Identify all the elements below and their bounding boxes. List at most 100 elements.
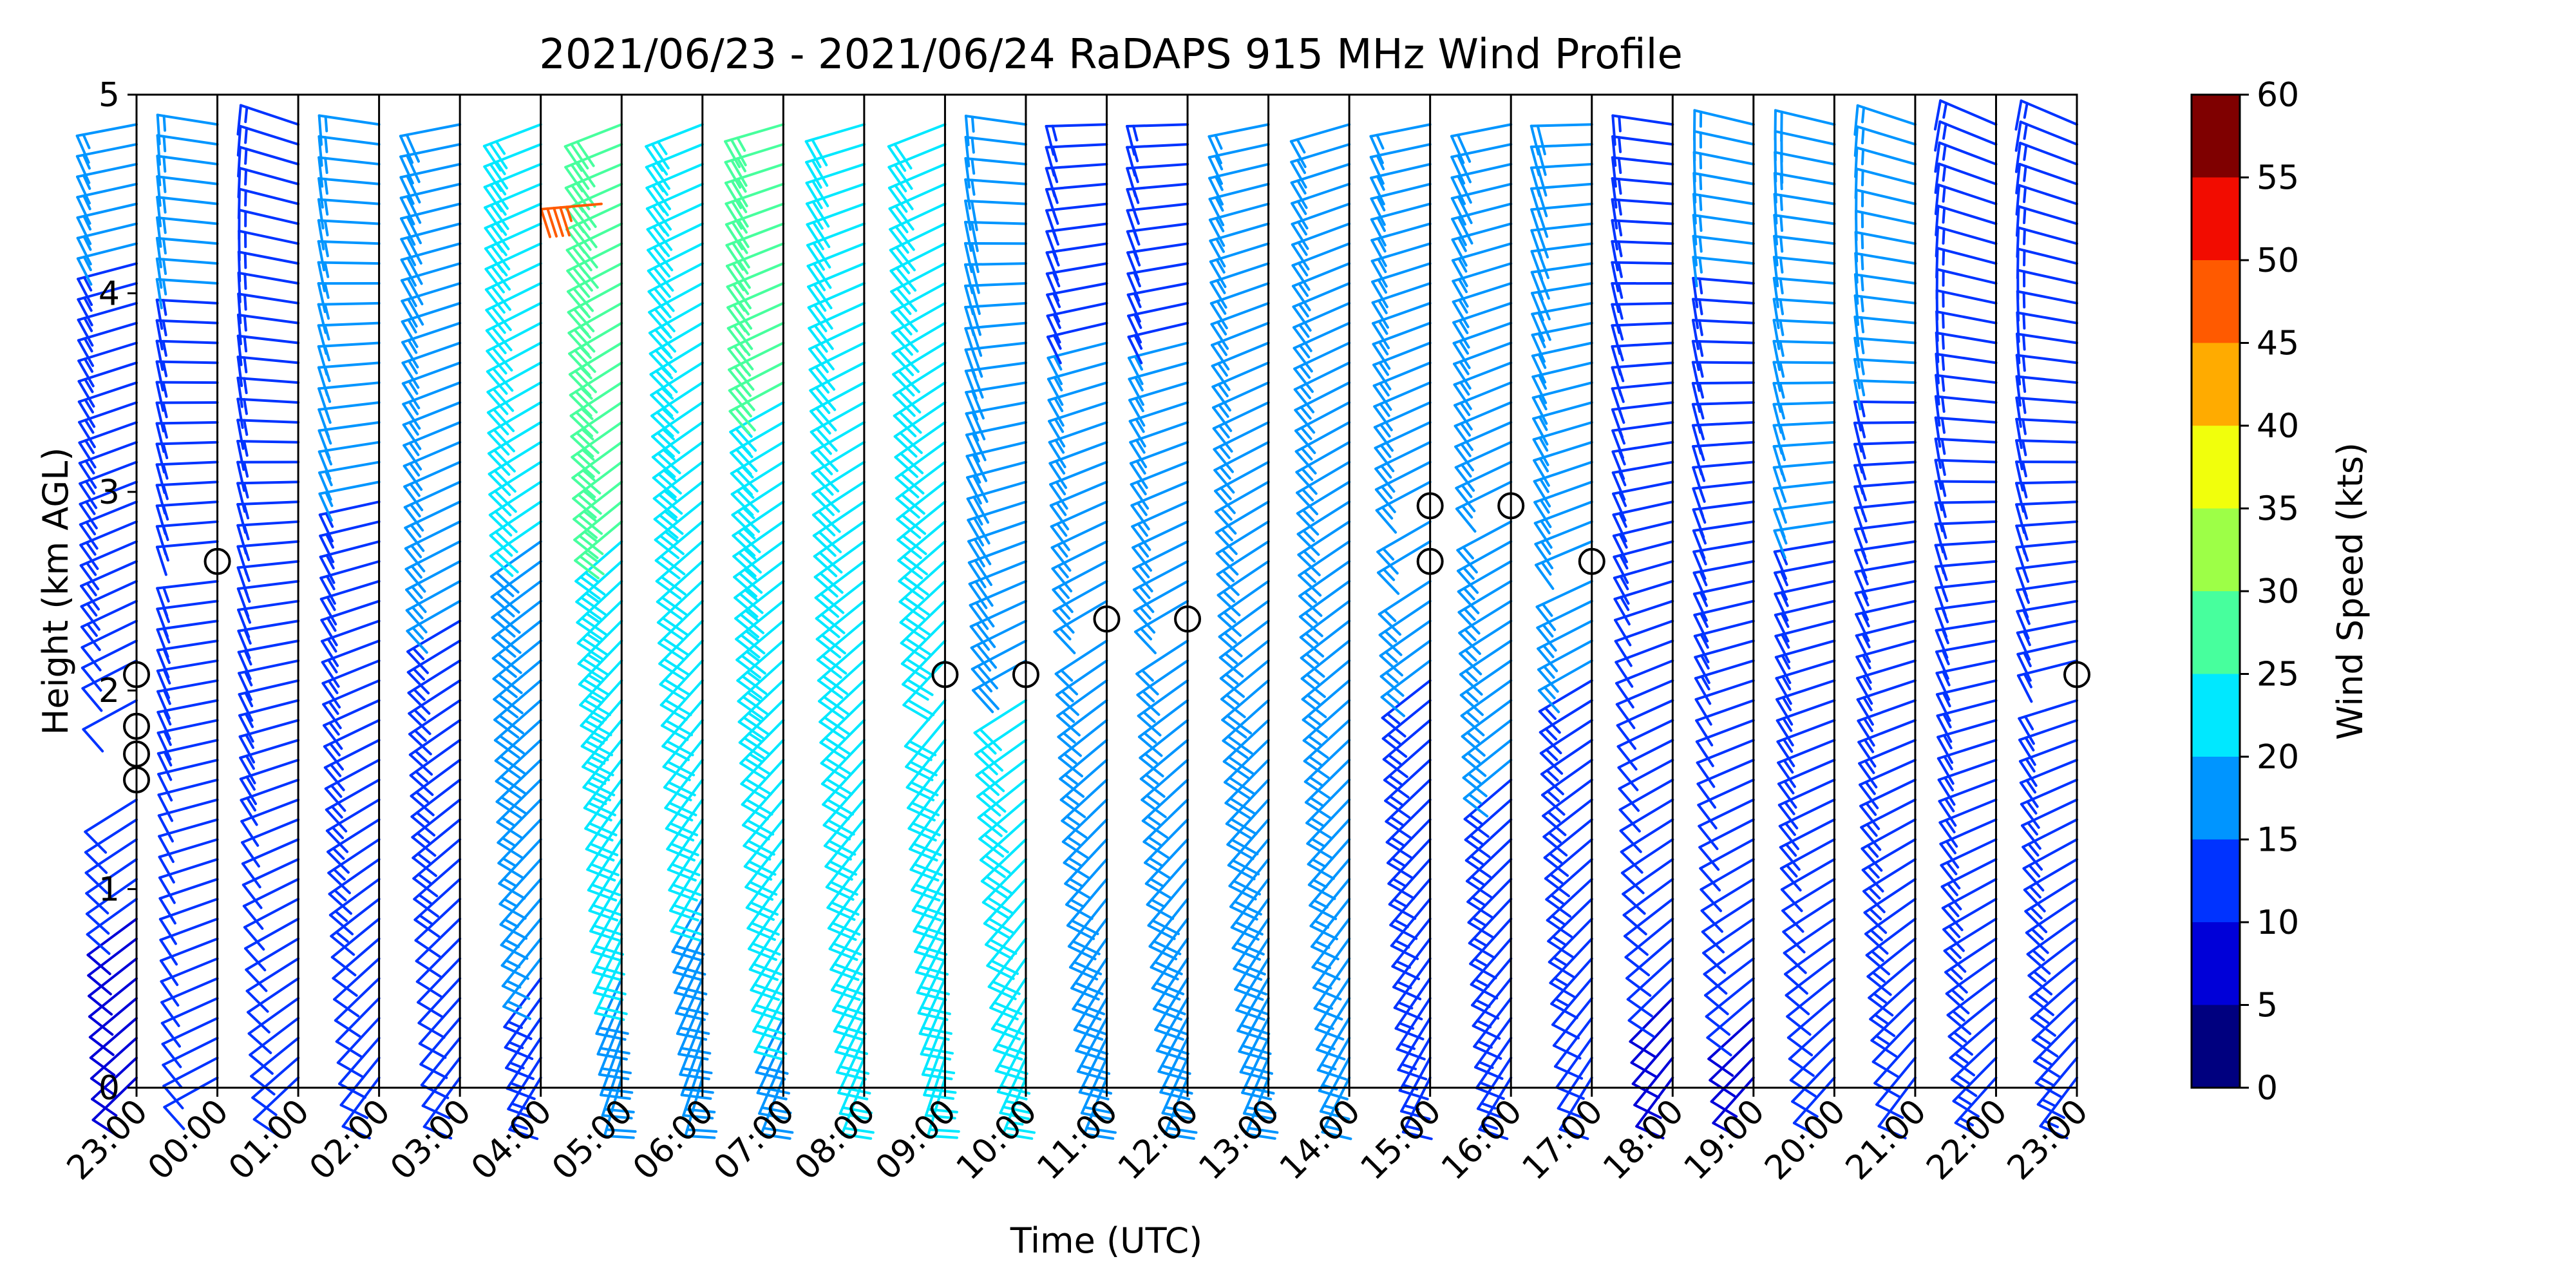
wind-barb (1853, 125, 1917, 157)
wind-barb (1383, 739, 1432, 799)
wind-barb (1218, 600, 1270, 658)
wind-barb (824, 818, 866, 881)
wind-barb (237, 187, 300, 220)
wind-barb (1045, 222, 1108, 260)
wind-barb (682, 1056, 716, 1120)
wind-barb (573, 500, 623, 560)
wind-barb (317, 240, 381, 272)
wind-barb (1537, 620, 1593, 672)
wind-barb (569, 361, 623, 417)
wind-barb (987, 937, 1027, 1001)
wind-barb (1126, 123, 1189, 156)
wind-barb (1233, 917, 1270, 981)
x-tick-label: 09:00 (868, 1092, 963, 1188)
wind-barb (1302, 679, 1351, 739)
colorbar-bin (2192, 508, 2240, 591)
wind-barb (341, 1076, 381, 1140)
wind-barb (489, 500, 542, 557)
wind-barb (1381, 699, 1432, 758)
wind-barb (236, 125, 300, 156)
wind-barb (2033, 1017, 2078, 1078)
wind-barb (810, 421, 866, 476)
wind-barb (1472, 977, 1513, 1040)
wind-barb (1474, 1017, 1513, 1080)
wind-barb (156, 196, 219, 227)
wind-barb (1777, 739, 1836, 788)
wind-barb (1692, 214, 1755, 246)
x-tick-label: 20:00 (1757, 1092, 1853, 1188)
wind-barb (1611, 421, 1674, 459)
wind-barb (409, 739, 462, 796)
wind-barb (1057, 719, 1108, 778)
wind-barb (1619, 798, 1674, 853)
wind-barb (1692, 500, 1755, 538)
wind-barb (318, 500, 381, 543)
wind-barb (1530, 202, 1593, 239)
wind-barb (1212, 401, 1270, 453)
wind-barb (1691, 319, 1755, 350)
wind-barb (1854, 167, 1917, 200)
wind-barb (908, 798, 947, 862)
wind-barb (406, 620, 462, 674)
wind-barb (2018, 699, 2078, 745)
wind-barb (1302, 699, 1351, 759)
wind-barb (652, 440, 704, 498)
wind-barb (1791, 1056, 1836, 1118)
wind-barb (654, 500, 704, 560)
wind-barb (330, 917, 381, 977)
wind-barb (1853, 421, 1917, 453)
wind-barb (317, 198, 381, 230)
wind-barb (977, 778, 1027, 837)
wind-barb (814, 560, 866, 618)
wind-barb (236, 104, 300, 136)
wind-barb (1936, 699, 1998, 743)
wind-barb (963, 220, 1027, 252)
wind-barb (726, 281, 785, 332)
wind-barb (2015, 540, 2078, 576)
wind-barb (1226, 798, 1270, 860)
wind-barb (1293, 321, 1351, 373)
wind-barb (750, 937, 785, 1001)
wind-barb (2023, 858, 2078, 913)
wind-barb (417, 957, 462, 1019)
wind-barb (156, 639, 219, 679)
wind-barb (902, 639, 947, 701)
wind-barb (916, 937, 950, 1001)
wind-barb (1854, 231, 1917, 263)
wind-barb (1778, 798, 1836, 851)
wind-barb (236, 460, 300, 492)
wind-barb (1073, 977, 1108, 1041)
wind-barb (1712, 1076, 1755, 1139)
wind-barb (1786, 997, 1836, 1057)
wind-barb (91, 1076, 138, 1137)
wind-barb (564, 143, 623, 193)
wind-barb (1944, 937, 1998, 994)
wind-barb (1066, 878, 1108, 940)
wind-barb (964, 281, 1027, 316)
wind-barb (1294, 421, 1351, 475)
wind-barb (1946, 977, 1998, 1036)
wind-barb (1375, 480, 1432, 534)
wind-barb (1130, 480, 1189, 531)
wind-barb (1774, 109, 1836, 142)
wind-barb (1127, 301, 1189, 344)
wind-barb (1065, 858, 1108, 920)
wind-barb (1067, 898, 1108, 961)
wind-barb (567, 301, 623, 356)
wind-barb (753, 997, 788, 1061)
wind-barb (244, 917, 300, 972)
wind-barb (1314, 977, 1351, 1041)
wind-barb (1854, 146, 1917, 178)
wind-barb (890, 281, 947, 336)
wind-barb (895, 460, 947, 519)
wind-barb (1289, 123, 1351, 168)
wind-barb (503, 977, 542, 1040)
wind-barb (155, 278, 219, 310)
wind-barb (1875, 1056, 1917, 1119)
wind-barb (415, 917, 462, 978)
x-tick-label: 08:00 (788, 1092, 883, 1188)
wind-barb (1859, 778, 1917, 830)
wind-barb (1312, 937, 1351, 1001)
wind-barb (2014, 99, 2078, 131)
